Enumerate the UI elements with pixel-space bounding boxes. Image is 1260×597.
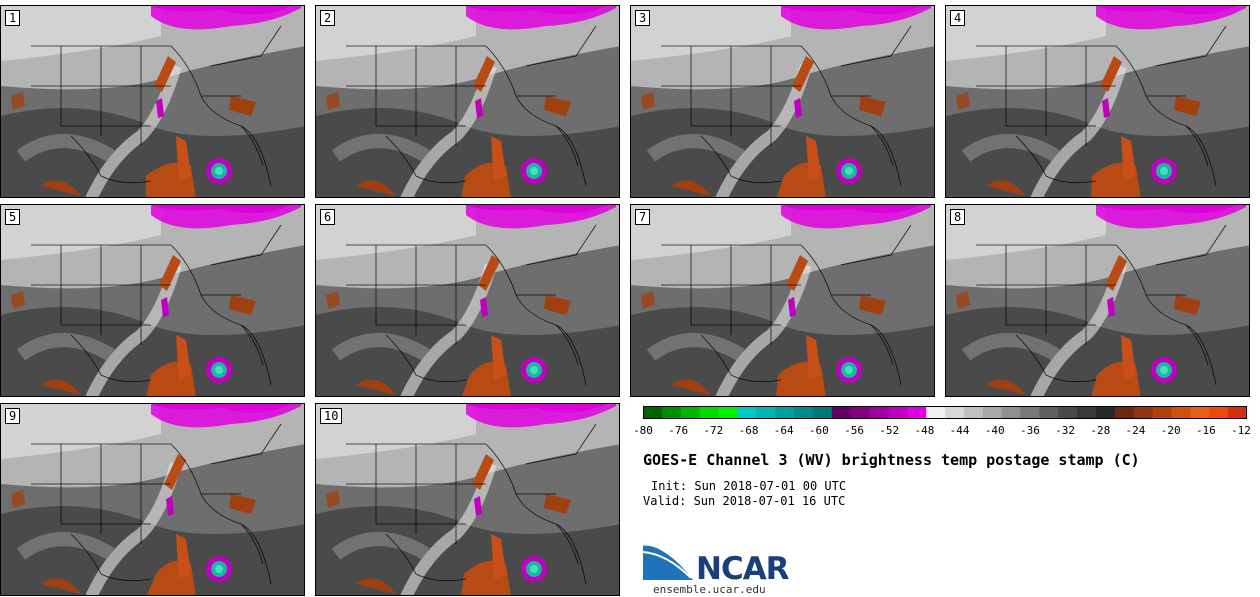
colorbar-swatch: [699, 406, 720, 419]
colorbar-swatch: [907, 406, 927, 419]
colorbar-tick-label: -56: [844, 424, 864, 437]
colorbar-swatch: [737, 406, 757, 419]
colorbar-tick-label: -60: [808, 424, 829, 437]
colorbar-tick-label: -68: [738, 424, 759, 437]
colorbar-tick-label: -16: [1195, 424, 1216, 437]
colorbar-swatch: [1152, 406, 1173, 419]
colorbar-tick-label: -64: [773, 424, 794, 437]
panel-number-label: 4: [950, 10, 966, 26]
ncar-logo-icon: [643, 542, 695, 580]
colorbar-swatch: [812, 406, 833, 419]
colorbar-tick-label: -52: [879, 424, 900, 437]
colorbar-swatch: [794, 406, 814, 419]
panel-number-label: 8: [950, 209, 966, 225]
colorbar-swatch: [718, 406, 738, 419]
colorbar-swatch: [1171, 406, 1191, 419]
colorbar-swatch: [1039, 406, 1059, 419]
colorbar-swatch: [1001, 406, 1022, 419]
colorbar-tick-label: -48: [914, 424, 935, 437]
colorbar-tick-label: -36: [1020, 424, 1040, 437]
colorbar-tick-label: -76: [668, 424, 689, 437]
map-panel: 2: [315, 5, 620, 198]
colorbar-swatch: [1228, 406, 1247, 419]
colorbar-swatch: [869, 406, 889, 419]
colorbar-swatch: [1020, 406, 1040, 419]
panel-number-label: 5: [5, 209, 21, 225]
colorbar: [643, 406, 1247, 419]
colorbar-swatch: [945, 406, 965, 419]
colorbar-swatch: [1209, 406, 1229, 419]
colorbar-tick-label: -20: [1160, 424, 1181, 437]
map-panel: 4: [945, 5, 1250, 198]
colorbar-swatch: [850, 406, 871, 419]
colorbar-swatch: [756, 406, 776, 419]
colorbar-swatch: [1114, 406, 1135, 419]
map-panel: 10: [315, 403, 620, 596]
colorbar-swatch: [775, 406, 795, 419]
map-panel: 1: [0, 5, 305, 198]
colorbar-swatch: [643, 406, 663, 419]
colorbar-swatch: [831, 406, 852, 419]
map-panel: 3: [630, 5, 935, 198]
panel-number-label: 6: [320, 209, 336, 225]
colorbar-swatch: [680, 406, 701, 419]
colorbar-swatch: [982, 406, 1003, 419]
map-panel: 7: [630, 204, 935, 397]
figure-title: GOES-E Channel 3 (WV) brightness temp po…: [643, 451, 1140, 469]
colorbar-tick-label: -28: [1090, 424, 1111, 437]
panel-number-label: 10: [320, 408, 343, 424]
colorbar-swatch: [1058, 406, 1078, 419]
colorbar-tick-label: -44: [949, 424, 970, 437]
map-panel: 6: [315, 204, 620, 397]
colorbar-tick-label: -72: [703, 424, 724, 437]
panel-number-label: 1: [5, 10, 21, 26]
colorbar-swatch: [1096, 406, 1116, 419]
colorbar-swatch: [888, 406, 908, 419]
panel-number-label: 3: [635, 10, 651, 26]
colorbar-border: [643, 406, 1247, 419]
panel-number-label: 9: [5, 408, 21, 424]
panel-number-label: 7: [635, 209, 651, 225]
init-time: Init: Sun 2018-07-01 00 UTC: [651, 479, 847, 493]
colorbar-swatch: [926, 406, 946, 419]
map-panel: 5: [0, 204, 305, 397]
site-url[interactable]: ensemble.ucar.edu: [653, 583, 766, 596]
colorbar-tick-label: -32: [1055, 424, 1076, 437]
map-panel: 9: [0, 403, 305, 596]
colorbar-swatch: [963, 406, 984, 419]
colorbar-tick-label: -80: [633, 424, 653, 437]
colorbar-tick-label: -12: [1231, 424, 1251, 437]
colorbar-swatch: [661, 406, 682, 419]
colorbar-tick-label: -40: [984, 424, 1005, 437]
ncar-wordmark: NCAR: [696, 551, 790, 587]
colorbar-swatch: [1133, 406, 1154, 419]
colorbar-swatch: [1077, 406, 1097, 419]
map-panel: 8: [945, 204, 1250, 397]
colorbar-tick-label: -24: [1125, 424, 1146, 437]
valid-time: Valid: Sun 2018-07-01 16 UTC: [643, 494, 846, 508]
panel-number-label: 2: [320, 10, 336, 26]
colorbar-swatch: [1190, 406, 1210, 419]
